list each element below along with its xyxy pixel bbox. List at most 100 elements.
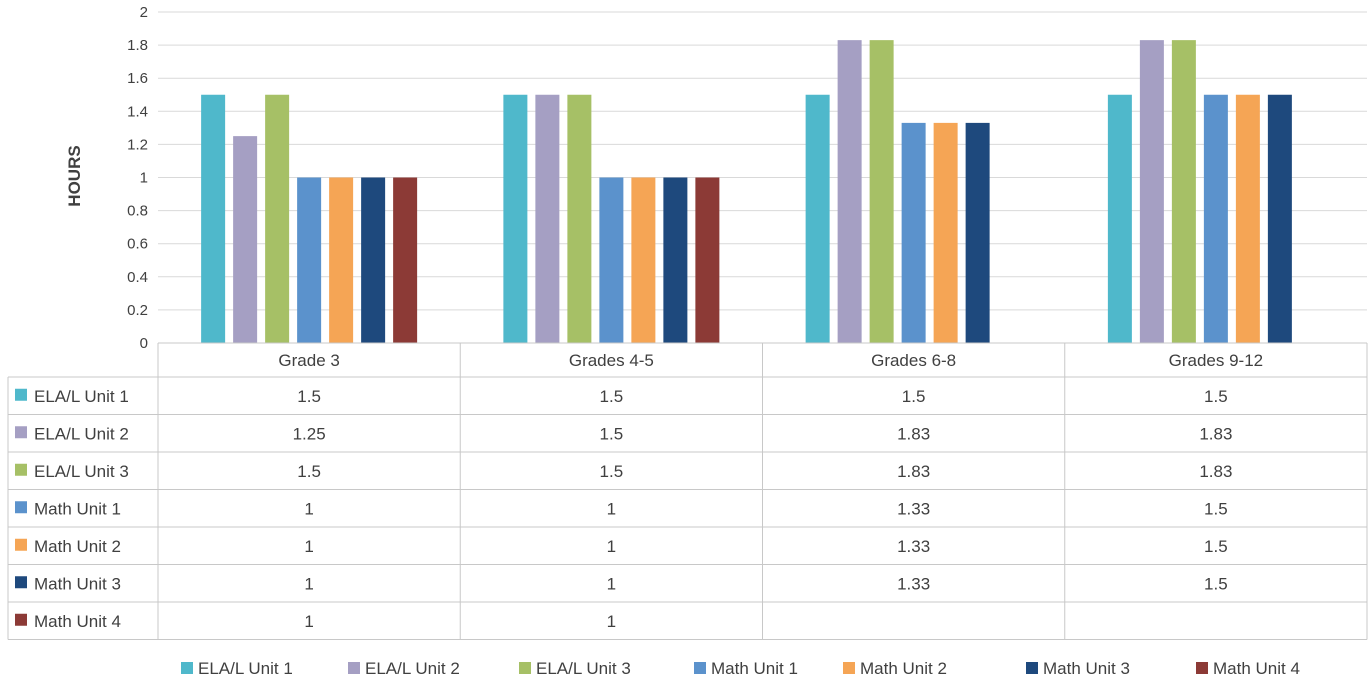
bar (233, 136, 258, 343)
bar (695, 177, 720, 343)
data-label: 1 (607, 612, 616, 631)
legend-key (1196, 662, 1208, 674)
data-label: 1.33 (897, 499, 930, 518)
series-key (15, 501, 27, 514)
data-label: 1.83 (897, 424, 930, 443)
legend-key (181, 662, 193, 674)
data-label: 1.83 (1199, 462, 1232, 481)
row-label: Math Unit 2 (34, 537, 121, 556)
category-label: Grades 9-12 (1169, 351, 1264, 370)
bar (599, 177, 624, 343)
data-label: 1.5 (1204, 537, 1228, 556)
bar (901, 122, 926, 343)
data-table: Grade 3 Grades 4-5 Grades 6-8 Grades 9-12 EL… (7, 342, 1368, 640)
data-label: 1.5 (600, 462, 624, 481)
bar (265, 94, 290, 343)
legend-label: Math Unit 4 (1213, 659, 1300, 678)
data-label: 1.83 (897, 462, 930, 481)
bar (837, 40, 862, 343)
y-tick-label: 1.4 (127, 103, 148, 120)
legend-key (348, 662, 360, 674)
bar (663, 177, 688, 343)
data-label: 1 (607, 537, 616, 556)
legend-label: Math Unit 3 (1043, 659, 1130, 678)
data-label: 1 (304, 612, 313, 631)
y-tick-label: 2 (140, 4, 148, 21)
data-label: 1.5 (1204, 499, 1228, 518)
bar (869, 40, 894, 343)
bar (1203, 94, 1228, 343)
bar (631, 177, 656, 343)
y-axis-label: HOURS (65, 145, 84, 206)
y-tick-label: 1.8 (127, 37, 148, 54)
bar (503, 94, 528, 343)
bar (1235, 94, 1260, 343)
series-key (15, 576, 27, 589)
y-tick-label: 0.6 (127, 236, 148, 253)
bar (535, 94, 560, 343)
series-key (15, 388, 27, 401)
y-tick-label: 1 (140, 170, 148, 187)
category-label: Grades 6-8 (871, 351, 956, 370)
data-label: 1.5 (1204, 387, 1228, 406)
y-tick-label: 0.8 (127, 203, 148, 220)
bar (1139, 40, 1164, 343)
series-key (15, 463, 27, 476)
legend-label: ELA/L Unit 2 (365, 659, 460, 678)
bar (805, 94, 830, 343)
row-label: ELA/L Unit 2 (34, 424, 129, 443)
data-label: 1.83 (1199, 424, 1232, 443)
series-key (15, 538, 27, 551)
bar (1171, 40, 1196, 343)
bar (393, 177, 418, 343)
legend-key (1026, 662, 1038, 674)
y-tick-label: 1.6 (127, 70, 148, 87)
data-label: 1 (607, 574, 616, 593)
data-label: 1.33 (897, 537, 930, 556)
legend-key (843, 662, 855, 674)
row-label: Math Unit 3 (34, 574, 121, 593)
bar (1107, 94, 1132, 343)
data-label: 1 (304, 499, 313, 518)
category-label: Grades 4-5 (569, 351, 654, 370)
bar (567, 94, 592, 343)
legend: ELA/L Unit 1 ELA/L Unit 2 ELA/L Unit 3 Math… (181, 659, 1300, 678)
bar (965, 122, 990, 343)
data-label: 1 (304, 537, 313, 556)
y-tick-label: 1.2 (127, 136, 148, 153)
data-label: 1.33 (897, 574, 930, 593)
series-key (15, 426, 27, 439)
legend-key (519, 662, 531, 674)
bar (201, 94, 226, 343)
row-label: Math Unit 4 (34, 612, 121, 631)
bar (933, 122, 958, 343)
data-label: 1.5 (902, 387, 926, 406)
bar (1267, 94, 1292, 343)
data-label: 1.25 (293, 424, 326, 443)
category-label: Grade 3 (278, 351, 339, 370)
data-label: 1.5 (297, 462, 321, 481)
legend-key (694, 662, 706, 674)
y-tick-label: 0.4 (127, 269, 148, 286)
legend-label: ELA/L Unit 1 (198, 659, 293, 678)
gridlines (158, 11, 1367, 344)
legend-label: ELA/L Unit 3 (536, 659, 631, 678)
row-label: ELA/L Unit 1 (34, 387, 129, 406)
bar (297, 177, 322, 343)
data-label: 1.5 (600, 424, 624, 443)
legend-label: Math Unit 1 (711, 659, 798, 678)
series-key (15, 613, 27, 626)
data-label: 1 (607, 499, 616, 518)
y-tick-label: 0 (140, 335, 148, 352)
data-label: 1.5 (297, 387, 321, 406)
row-label: ELA/L Unit 3 (34, 462, 129, 481)
y-axis-ticks: 0 0.2 0.4 0.6 0.8 1 1.2 1.4 1.6 1.8 2 (127, 4, 148, 352)
row-label: Math Unit 1 (34, 499, 121, 518)
legend-label: Math Unit 2 (860, 659, 947, 678)
plot-bars (201, 40, 1292, 343)
y-tick-label: 0.2 (127, 302, 148, 319)
bar (329, 177, 354, 343)
data-label: 1.5 (1204, 574, 1228, 593)
data-label: 1.5 (600, 387, 624, 406)
